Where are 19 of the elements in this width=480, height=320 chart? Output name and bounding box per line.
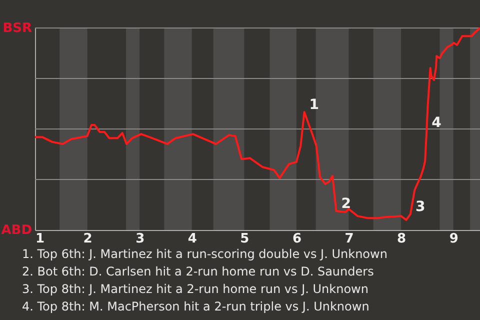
x-tick-label: 6	[292, 232, 302, 246]
annotation: 2	[341, 196, 351, 212]
text: ABD	[1, 223, 32, 238]
x-tick-label: 3	[136, 232, 145, 246]
x-tick-label: 5	[240, 232, 250, 246]
x-tick-label: 7	[344, 232, 354, 246]
text: 1. Top 6th: J. Martinez hit a run-scoring double vs J. Unknown	[22, 247, 388, 261]
x-tick-label: 4	[188, 232, 197, 246]
text: BSR	[2, 21, 32, 36]
text: 4. Top 8th: M. MacPherson hit a 2-run triple vs J. Unknown	[22, 300, 370, 314]
x-tick-label: 8	[397, 232, 406, 246]
text: 3. Top 8th: J. Martinez hit a 2-run home run vs J. Unknown	[22, 282, 368, 296]
x-tick-label: 9	[449, 232, 458, 246]
x-tick-label: 1	[36, 232, 45, 246]
x-tick-label: 2	[83, 232, 92, 246]
annotation: 4	[432, 115, 442, 132]
text: 2. Bot 6th: D. Carlsen hit a 2-run home run vs D. Saunders	[22, 264, 374, 278]
annotation: 1	[309, 97, 320, 114]
annotation: 3	[415, 199, 426, 216]
